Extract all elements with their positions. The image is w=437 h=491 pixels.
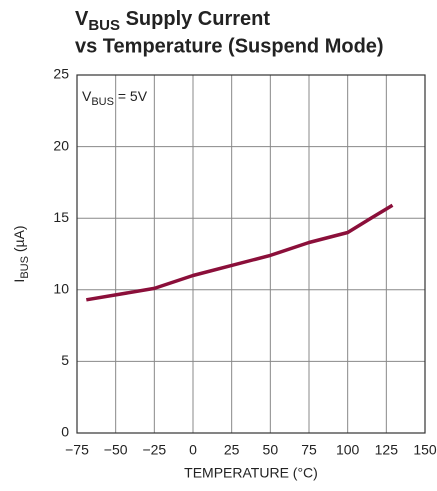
x-tick-label: −50 (104, 442, 128, 458)
data-line (86, 203, 394, 302)
annotation: VBUS = 5V (82, 88, 148, 108)
x-tick-label: −25 (142, 442, 166, 458)
y-axis-label: IBUS (µA) (11, 225, 31, 282)
y-tick-label: 10 (53, 281, 69, 297)
chart-title: vs Temperature (Suspend Mode) (75, 35, 384, 57)
y-tick-label: 25 (53, 66, 69, 82)
x-tick-label: −75 (65, 442, 89, 458)
x-tick-label: 0 (189, 442, 197, 458)
x-tick-label: 25 (224, 442, 240, 458)
x-tick-label: 125 (375, 442, 399, 458)
y-tick-label: 0 (61, 424, 69, 440)
x-tick-label: 75 (301, 442, 317, 458)
x-tick-label: 100 (336, 442, 360, 458)
y-tick-label: 15 (53, 209, 69, 225)
y-tick-label: 20 (53, 137, 69, 153)
x-axis-label: TEMPERATURE (°C) (184, 465, 318, 481)
plot-frame (76, 74, 426, 434)
chart-title: VBUS Supply Current (75, 8, 270, 34)
x-tick-label: 50 (263, 442, 279, 458)
y-tick-label: 5 (61, 352, 69, 368)
x-tick-label: 150 (413, 442, 437, 458)
